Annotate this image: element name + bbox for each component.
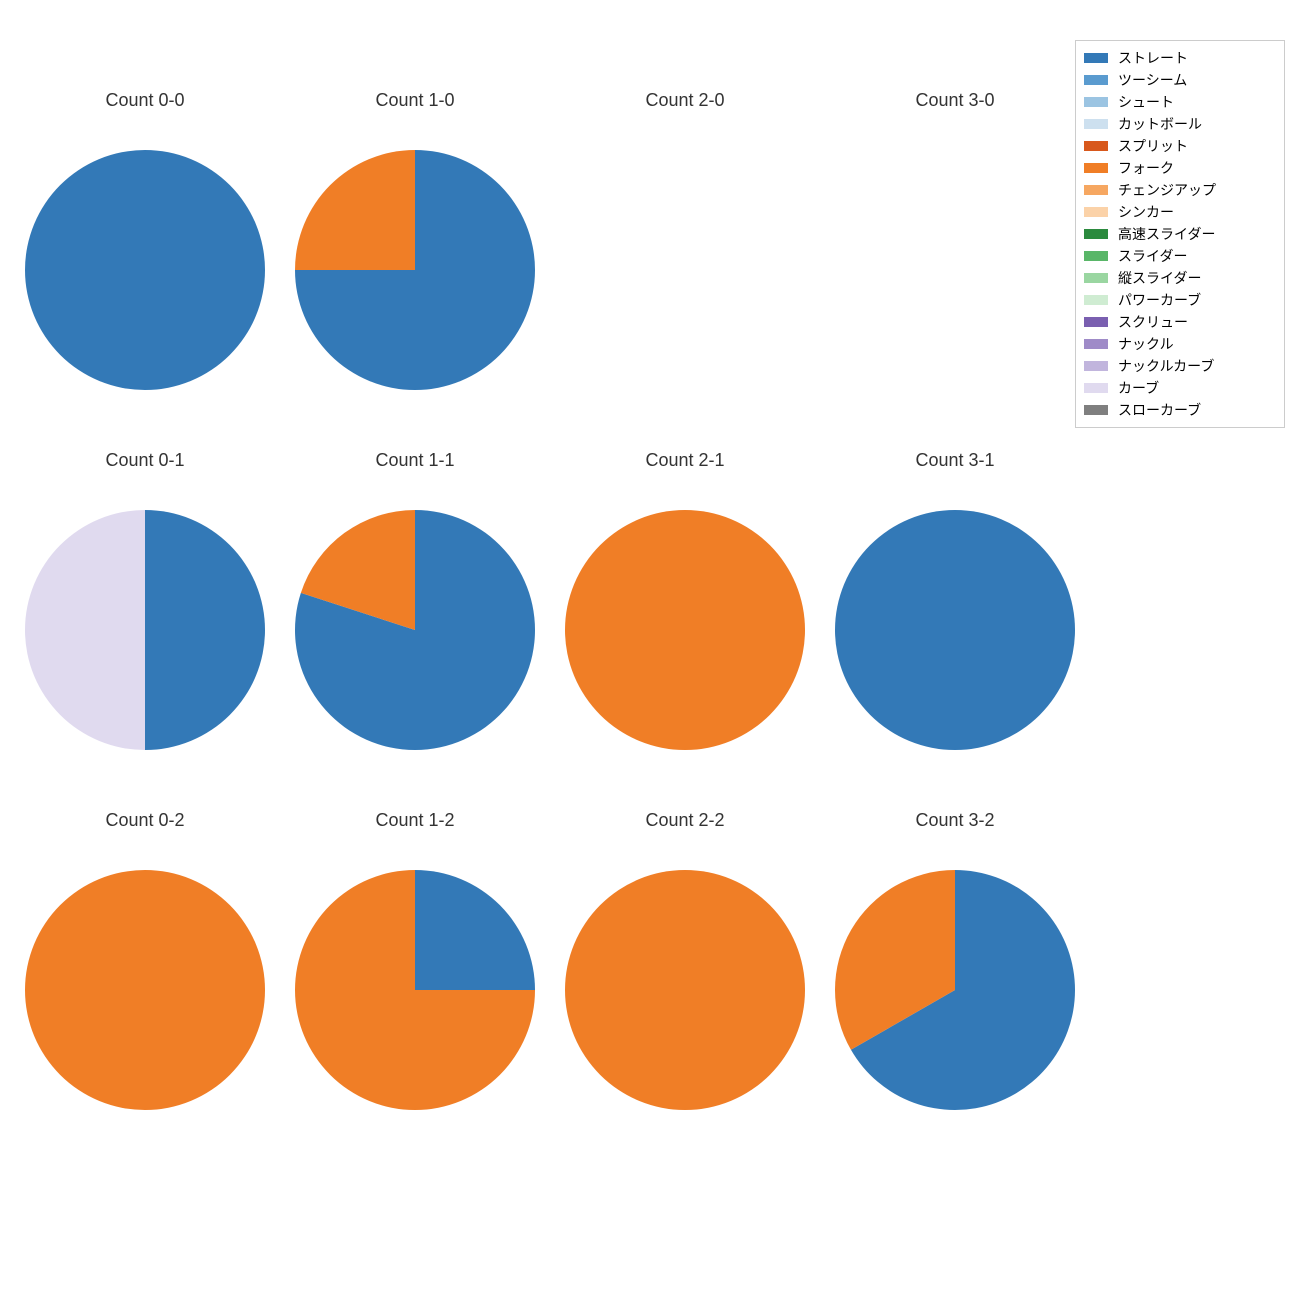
pie-cell: Count 2-1100.0 xyxy=(550,400,820,760)
legend-label: スクリュー xyxy=(1118,312,1188,332)
pie-cell: Count 0-150.050.0 xyxy=(10,400,280,760)
pie-slice xyxy=(25,870,265,1110)
legend-item: シンカー xyxy=(1084,201,1276,223)
legend-item: シュート xyxy=(1084,91,1276,113)
legend-item: フォーク xyxy=(1084,157,1276,179)
pie-title: Count 0-1 xyxy=(10,450,280,471)
pie-title: Count 0-0 xyxy=(10,90,280,111)
legend-swatch xyxy=(1084,317,1108,327)
legend-label: シュート xyxy=(1118,92,1174,112)
legend-label: ナックルカーブ xyxy=(1118,356,1214,376)
legend-swatch xyxy=(1084,185,1108,195)
pie-title: Count 1-0 xyxy=(280,90,550,111)
legend-swatch xyxy=(1084,207,1108,217)
pie-slice xyxy=(145,510,265,750)
pie-chart xyxy=(25,510,265,750)
pie-cell: Count 1-225.075.0 xyxy=(280,760,550,1120)
legend-swatch xyxy=(1084,383,1108,393)
pie-chart xyxy=(25,870,265,1110)
pie-slice xyxy=(25,150,265,390)
legend-swatch xyxy=(1084,295,1108,305)
pie-slice xyxy=(25,510,145,750)
pie-slice xyxy=(295,150,415,270)
legend-label: スプリット xyxy=(1118,136,1188,156)
legend-label: 高速スライダー xyxy=(1118,224,1215,244)
pie-chart xyxy=(295,870,535,1110)
pie-cell: Count 1-180.020.0 xyxy=(280,400,550,760)
pie-title: Count 0-2 xyxy=(10,810,280,831)
legend-item: 縦スライダー xyxy=(1084,267,1276,289)
pie-cell: Count 2-0 xyxy=(550,40,820,400)
legend-item: チェンジアップ xyxy=(1084,179,1276,201)
pie-title: Count 1-1 xyxy=(280,450,550,471)
chart-grid: Count 0-0100.0Count 1-075.025.0Count 2-0… xyxy=(0,0,1300,1300)
legend-swatch xyxy=(1084,251,1108,261)
pie-title: Count 3-0 xyxy=(820,90,1090,111)
legend-label: ナックル xyxy=(1118,334,1174,354)
pie-cell: Count 3-266.733.3 xyxy=(820,760,1090,1120)
pie-title: Count 3-1 xyxy=(820,450,1090,471)
pie-slice xyxy=(565,510,805,750)
pie-chart xyxy=(565,510,805,750)
legend-swatch xyxy=(1084,97,1108,107)
legend-item: 高速スライダー xyxy=(1084,223,1276,245)
legend-label: スローカーブ xyxy=(1118,400,1201,420)
legend-label: 縦スライダー xyxy=(1118,268,1201,288)
legend-swatch xyxy=(1084,119,1108,129)
pie-chart xyxy=(295,510,535,750)
pie-chart xyxy=(835,510,1075,750)
legend-swatch xyxy=(1084,163,1108,173)
legend-swatch xyxy=(1084,75,1108,85)
pie-chart xyxy=(25,150,265,390)
pie-cell: Count 0-2100.0 xyxy=(10,760,280,1120)
pie-slice xyxy=(565,870,805,1110)
legend-item: スプリット xyxy=(1084,135,1276,157)
legend: ストレートツーシームシュートカットボールスプリットフォークチェンジアップシンカー… xyxy=(1075,40,1285,428)
legend-label: シンカー xyxy=(1118,202,1174,222)
pie-title: Count 2-0 xyxy=(550,90,820,111)
legend-swatch xyxy=(1084,273,1108,283)
legend-label: ストレート xyxy=(1118,48,1188,68)
pie-chart xyxy=(565,870,805,1110)
legend-label: チェンジアップ xyxy=(1118,180,1216,200)
legend-swatch xyxy=(1084,53,1108,63)
pie-cell: Count 3-1100.0 xyxy=(820,400,1090,760)
pie-slice xyxy=(415,870,535,990)
legend-label: フォーク xyxy=(1118,158,1174,178)
legend-item: ストレート xyxy=(1084,47,1276,69)
pie-title: Count 2-2 xyxy=(550,810,820,831)
pie-cell: Count 2-2100.0 xyxy=(550,760,820,1120)
legend-item: スライダー xyxy=(1084,245,1276,267)
legend-swatch xyxy=(1084,229,1108,239)
pie-title: Count 1-2 xyxy=(280,810,550,831)
legend-label: カーブ xyxy=(1118,378,1159,398)
pie-title: Count 2-1 xyxy=(550,450,820,471)
legend-label: ツーシーム xyxy=(1118,70,1187,90)
legend-item: カーブ xyxy=(1084,377,1276,399)
legend-item: パワーカーブ xyxy=(1084,289,1276,311)
legend-item: スクリュー xyxy=(1084,311,1276,333)
legend-label: スライダー xyxy=(1118,246,1187,266)
pie-slice xyxy=(835,510,1075,750)
legend-item: ナックル xyxy=(1084,333,1276,355)
legend-label: パワーカーブ xyxy=(1118,290,1201,310)
pie-chart xyxy=(835,870,1075,1110)
legend-item: ツーシーム xyxy=(1084,69,1276,91)
pie-title: Count 3-2 xyxy=(820,810,1090,831)
legend-item: ナックルカーブ xyxy=(1084,355,1276,377)
pie-cell: Count 3-0 xyxy=(820,40,1090,400)
legend-label: カットボール xyxy=(1118,114,1202,134)
pie-chart xyxy=(295,150,535,390)
legend-item: カットボール xyxy=(1084,113,1276,135)
legend-swatch xyxy=(1084,339,1108,349)
legend-item: スローカーブ xyxy=(1084,399,1276,421)
pie-cell: Count 1-075.025.0 xyxy=(280,40,550,400)
pie-cell: Count 0-0100.0 xyxy=(10,40,280,400)
legend-swatch xyxy=(1084,361,1108,371)
legend-swatch xyxy=(1084,141,1108,151)
legend-swatch xyxy=(1084,405,1108,415)
